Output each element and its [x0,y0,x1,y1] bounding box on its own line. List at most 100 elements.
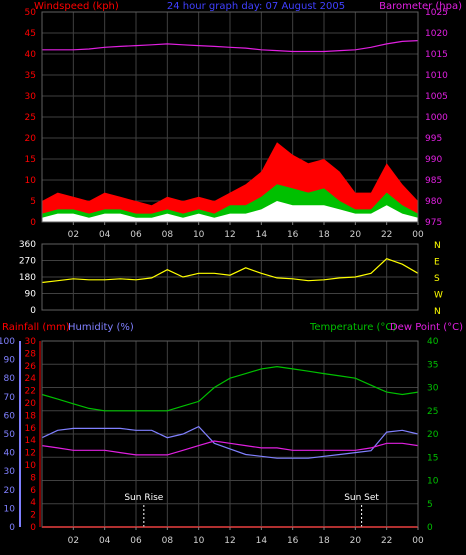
humidity-tick-label: 20 [4,486,16,496]
windspeed-tick-label: 0 [30,218,36,228]
wind-x-label: 18 [318,230,330,240]
rainfall-tick-label: 24 [25,374,37,384]
temperature-axis-title: Temperature (°C) [309,322,396,333]
climate-x-label: 06 [130,536,142,546]
climate-x-label: 18 [318,536,330,546]
sunset-annotation: Sun Set [344,493,379,503]
wind-x-label: 14 [256,230,268,240]
windspeed-tick-label: 35 [25,71,36,81]
humidity-tick-label: 70 [4,393,16,403]
rainfall-tick-label: 30 [25,337,37,347]
windspeed-tick-label: 5 [30,197,36,207]
rainfall-tick-label: 2 [30,511,36,521]
barometer-tick-label: 995 [425,134,442,144]
windspeed-tick-label: 45 [25,29,36,39]
climate-x-label: 12 [224,536,235,546]
wind-x-label: 16 [287,230,299,240]
temperature-tick-label: 10 [427,477,439,487]
barometer-tick-label: 1010 [425,71,448,81]
direction-tick-label: 90 [25,290,37,300]
compass-tick-label: E [434,258,440,268]
temperature-tick-label: 5 [427,500,433,510]
chart-title: 24 hour graph day: 07 August 2005 [167,1,345,12]
humidity-tick-label: 10 [4,504,16,514]
climate-x-label: 00 [412,536,424,546]
rainfall-tick-label: 26 [25,362,37,372]
windspeed-tick-label: 25 [25,113,36,123]
barometer-tick-label: 1015 [425,50,448,60]
humidity-tick-label: 60 [4,411,16,421]
climate-x-label: 16 [287,536,299,546]
climate-x-label: 08 [162,536,174,546]
wind-x-label: 08 [162,230,174,240]
temperature-tick-label: 25 [427,407,438,417]
wind-x-label: 04 [99,230,111,240]
dewpoint-axis-title: Dew Point (°C) [390,322,463,333]
rainfall-tick-label: 14 [25,436,37,446]
direction-tick-label: 0 [30,306,36,316]
rainfall-tick-label: 18 [25,411,37,421]
barometer-tick-label: 1000 [425,113,448,123]
windspeed-tick-label: 15 [25,155,36,165]
humidity-series-line [41,425,419,459]
barometer-tick-label: 1020 [425,29,448,39]
climate-x-label: 04 [99,536,111,546]
temperature-tick-label: 35 [427,360,438,370]
windspeed-lull-area [42,201,418,222]
humidity-tick-label: 30 [4,467,16,477]
climate-x-label: 02 [68,536,79,546]
direction-tick-label: 360 [19,240,36,250]
wind-direction-series-line [41,258,419,284]
barometer-tick-label: 980 [425,197,442,207]
humidity-tick-label: 40 [4,449,16,459]
wind-x-label: 10 [193,230,205,240]
rainfall-tick-label: 16 [25,424,37,434]
humidity-tick-label: 100 [0,337,15,347]
direction-tick-label: 270 [19,257,36,267]
dewpoint-series-line [41,440,419,456]
windspeed-tick-label: 10 [25,176,37,186]
humidity-axis-title: Humidity (%) [68,322,134,333]
barometer-tick-label: 985 [425,176,442,186]
rainfall-tick-label: 10 [25,461,37,471]
wind-x-label: 06 [130,230,142,240]
rainfall-tick-label: 20 [25,399,37,409]
temperature-tick-label: 30 [427,384,439,394]
rainfall-axis-title: Rainfall (mm) [2,322,70,333]
temperature-tick-label: 40 [427,337,439,347]
humidity-tick-label: 90 [4,356,16,366]
temperature-tick-label: 0 [427,523,433,533]
barometer-series-line [42,40,419,53]
sunrise-annotation: Sun Rise [124,493,163,503]
climate-x-label: 20 [350,536,362,546]
compass-tick-label: N [434,241,441,251]
temperature-series-line [41,365,419,412]
wind-x-label: 12 [224,230,235,240]
rainfall-tick-label: 12 [25,449,36,459]
barometer-tick-label: 975 [425,218,442,228]
wind-x-label: 22 [381,230,392,240]
climate-x-label: 10 [193,536,205,546]
windspeed-tick-label: 50 [25,8,37,18]
humidity-tick-label: 0 [9,523,15,533]
rainfall-tick-label: 28 [25,349,37,359]
windspeed-tick-label: 40 [25,50,37,60]
wind-x-label: 20 [350,230,362,240]
barometer-tick-label: 990 [425,155,442,165]
temperature-tick-label: 15 [427,453,438,463]
windspeed-tick-label: 20 [25,134,37,144]
rainfall-tick-label: 8 [30,473,36,483]
barometer-axis-title: Barometer (hpa) [379,1,462,12]
wind-x-label: 00 [412,230,424,240]
rainfall-tick-label: 6 [30,486,36,496]
rainfall-tick-label: 22 [25,387,36,397]
barometer-tick-label: 1005 [425,92,448,102]
wind-x-label: 02 [68,230,79,240]
humidity-tick-label: 50 [4,430,16,440]
compass-tick-label: N [434,307,441,317]
direction-panel-frame [41,243,419,311]
temperature-tick-label: 20 [427,430,439,440]
windspeed-axis-title: Windspeed (kph) [34,1,119,12]
rainfall-tick-label: 4 [30,498,36,508]
